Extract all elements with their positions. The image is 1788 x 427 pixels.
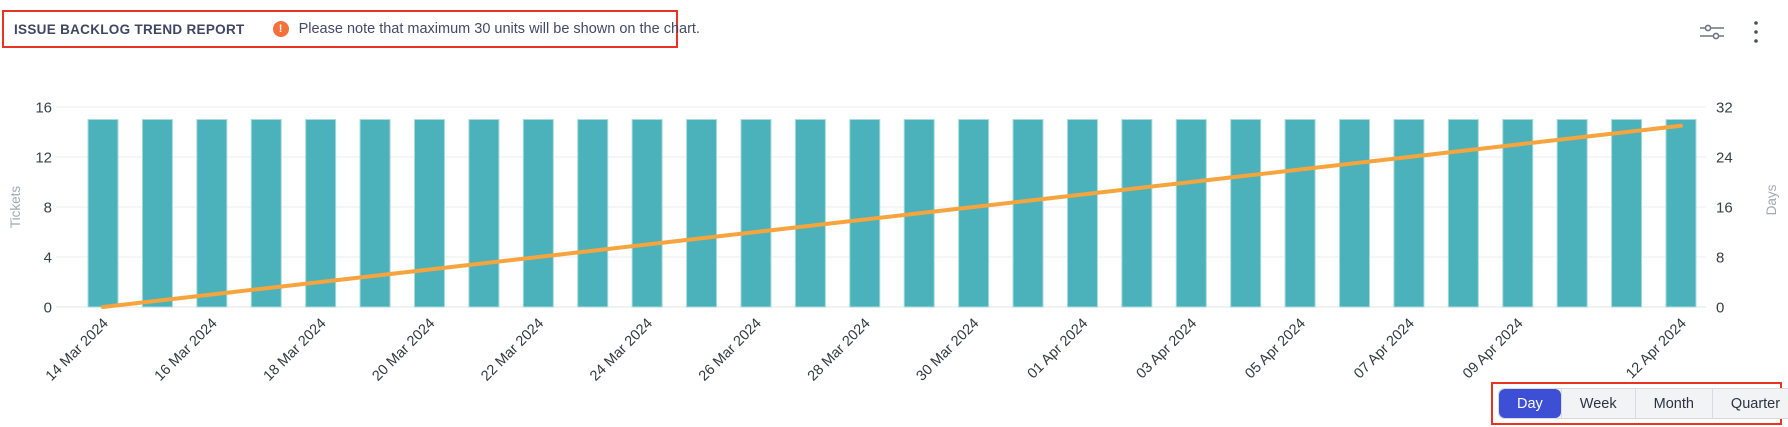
x-axis-tick: 12 Apr 2024	[1623, 316, 1690, 383]
range-button-month[interactable]: Month	[1634, 389, 1712, 418]
bar[interactable]	[1284, 119, 1316, 308]
sliders-icon-glyph	[1700, 24, 1724, 40]
x-axis-tick: 20 Mar 2024	[369, 316, 438, 385]
kebab-menu-icon[interactable]	[1742, 18, 1770, 46]
max-units-note: Please note that maximum 30 units will b…	[298, 21, 700, 37]
x-axis-tick: 01 Apr 2024	[1025, 316, 1092, 383]
right-axis-tick: 32	[1716, 100, 1733, 117]
bar[interactable]	[794, 119, 826, 308]
right-axis-tick: 8	[1716, 250, 1724, 267]
bar[interactable]	[141, 119, 173, 308]
x-axis-tick: 03 Apr 2024	[1133, 316, 1200, 383]
left-axis-tick: 12	[35, 150, 52, 167]
bar[interactable]	[1339, 119, 1371, 308]
bar[interactable]	[522, 119, 554, 308]
bar[interactable]	[1230, 119, 1262, 308]
range-button-quarter[interactable]: Quarter	[1711, 389, 1788, 418]
header: ISSUE BACKLOG TREND REPORT ! Please note…	[14, 10, 700, 48]
x-axis-tick: 09 Apr 2024	[1460, 316, 1527, 383]
bar[interactable]	[1502, 119, 1534, 308]
bar[interactable]	[958, 119, 990, 308]
bar[interactable]	[196, 119, 228, 308]
bar[interactable]	[1121, 119, 1153, 308]
bar[interactable]	[1393, 119, 1425, 308]
left-axis-tick: 4	[44, 250, 52, 267]
warning-icon: !	[272, 21, 289, 37]
x-axis-tick: 30 Mar 2024	[914, 316, 983, 385]
bar[interactable]	[305, 119, 337, 308]
bar[interactable]	[1665, 119, 1697, 308]
chart-toolbar	[1698, 18, 1770, 46]
bar[interactable]	[740, 119, 772, 308]
bar[interactable]	[631, 119, 663, 308]
x-axis-tick: 28 Mar 2024	[805, 316, 874, 385]
range-button-day[interactable]: Day	[1499, 389, 1561, 418]
x-axis-tick: 07 Apr 2024	[1351, 316, 1418, 383]
kebab-menu-glyph	[1754, 21, 1758, 43]
x-axis-tick: 14 Mar 2024	[43, 316, 112, 385]
right-axis-tick: 16	[1716, 200, 1733, 217]
x-axis-tick: 05 Apr 2024	[1242, 316, 1309, 383]
sliders-icon[interactable]	[1698, 18, 1726, 46]
time-range-button-group: Day Week Month Quarter	[1498, 388, 1788, 419]
bar[interactable]	[849, 119, 881, 308]
bar[interactable]	[1175, 119, 1207, 308]
left-axis-tick: 0	[44, 300, 52, 317]
right-axis-tick: 0	[1716, 300, 1724, 317]
bar[interactable]	[577, 119, 609, 308]
bar[interactable]	[250, 119, 282, 308]
page-title: ISSUE BACKLOG TREND REPORT	[14, 21, 245, 37]
x-axis-tick: 18 Mar 2024	[261, 316, 330, 385]
x-axis-tick: 24 Mar 2024	[587, 316, 656, 385]
x-axis-tick: 16 Mar 2024	[152, 316, 221, 385]
range-button-week[interactable]: Week	[1560, 389, 1635, 418]
bar[interactable]	[686, 119, 718, 308]
bar[interactable]	[1012, 119, 1044, 308]
left-axis-tick: 8	[44, 200, 52, 217]
trend-line-days[interactable]	[101, 123, 1683, 309]
bar[interactable]	[1611, 119, 1643, 308]
bar[interactable]	[1556, 119, 1588, 308]
right-axis-tick: 24	[1716, 150, 1733, 167]
right-axis-name: Days	[1764, 184, 1779, 215]
bar-series-tickets	[87, 119, 1697, 308]
x-axis-tick: 26 Mar 2024	[696, 316, 765, 385]
bar[interactable]	[1066, 119, 1098, 308]
x-axis-labels: 14 Mar 2024 16 Mar 2024 18 Mar 2024 20 Mar …	[43, 316, 1690, 385]
x-axis-tick: 22 Mar 2024	[478, 316, 547, 385]
bar[interactable]	[468, 119, 500, 308]
left-axis-name: Tickets	[8, 186, 23, 229]
bar[interactable]	[413, 119, 445, 308]
left-axis-tick: 16	[35, 100, 52, 117]
bar[interactable]	[87, 119, 119, 308]
